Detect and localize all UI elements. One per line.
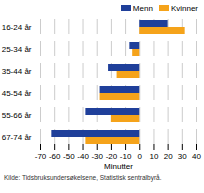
svg-text:16-24 år: 16-24 år — [2, 23, 32, 32]
svg-text:-30: -30 — [91, 152, 103, 161]
svg-text:10: 10 — [150, 152, 159, 161]
svg-text:-40: -40 — [77, 152, 89, 161]
svg-text:55-66 år: 55-66 år — [2, 111, 32, 120]
svg-text:0: 0 — [138, 152, 143, 161]
html-text:Kilde: Tidsbruksundersøkelsene: Kilde: Tidsbruksundersøkelsene, Statisti… — [4, 174, 162, 181]
svg-text:-60: -60 — [49, 152, 61, 161]
svg-text:40: 40 — [192, 152, 201, 161]
svg-text:-70: -70 — [35, 152, 47, 161]
html-text:Kvinner: Kvinner — [170, 3, 198, 13]
html-text:Menn: Menn — [132, 3, 153, 13]
svg-text:-20: -20 — [106, 152, 118, 161]
svg-text:45-54 år: 45-54 år — [2, 89, 32, 98]
svg-text:30: 30 — [178, 152, 187, 161]
svg-text:Minutter: Minutter — [104, 162, 133, 171]
svg-text:-10: -10 — [120, 152, 132, 161]
svg-text:35-44 år: 35-44 år — [2, 67, 32, 76]
svg-text:20: 20 — [164, 152, 173, 161]
svg-text:-50: -50 — [63, 152, 75, 161]
svg-text:67-74 år: 67-74 år — [2, 133, 32, 142]
svg-text:25-34 år: 25-34 år — [2, 45, 32, 54]
